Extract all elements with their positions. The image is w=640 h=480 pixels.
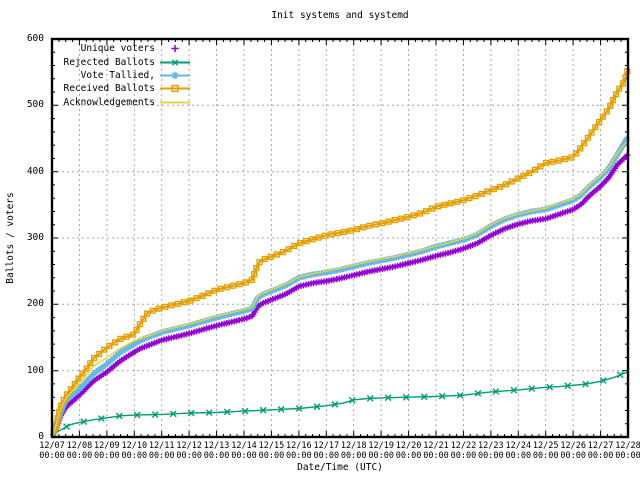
y-tick-label: 400 [26, 165, 44, 177]
none-marker-icon [160, 101, 190, 104]
y-tick-label: 500 [26, 99, 44, 111]
x-tick-label: 12/26 00:00 [560, 441, 586, 461]
y-tick-label: 600 [26, 33, 44, 44]
plot-border [50, 37, 630, 439]
x-tick-label: 12/25 00:00 [532, 441, 559, 461]
y-tick-label: 300 [26, 232, 44, 243]
legend-label: Received Ballots [63, 83, 155, 95]
x-tick-label: 12/21 00:00 [423, 441, 449, 461]
x-tick-label: 12/16 00:00 [286, 441, 312, 461]
series-line-4 [51, 140, 629, 438]
x-tick-label: 12/08 00:00 [66, 441, 93, 461]
x-tick-label: 12/20 00:00 [395, 441, 422, 461]
grid-lines [52, 39, 628, 437]
series-markers-0 [50, 152, 631, 438]
x-tick-label: 12/17 00:00 [313, 441, 340, 461]
x-tick-label: 12/27 00:00 [587, 441, 614, 461]
y-tick-label: 100 [26, 364, 44, 376]
x-tick-label: 12/28 00:00 [615, 441, 640, 461]
plus-marker-icon [171, 45, 179, 53]
legend-item-received-ballots: Received Ballots [52, 82, 192, 95]
x-tick-label: 12/23 00:00 [478, 441, 504, 461]
legend-label: Acknowledgements [63, 96, 155, 108]
legend-item-unique-voters: Unique voters [52, 42, 192, 55]
x-tick-label: 12/11 00:00 [148, 441, 175, 461]
legend-item-rejected-ballots: Rejected Ballots [52, 55, 192, 68]
square-marker-icon [160, 85, 190, 93]
chart-title: Init systems and systemd [271, 10, 409, 21]
x-tick-label: 12/09 00:00 [94, 441, 120, 461]
legend-item-vote-tallied: Vote Tallied, [52, 69, 192, 82]
legend-item-acknowledgements: Acknowledgements [52, 96, 192, 109]
x-tick-label: 12/22 00:00 [450, 441, 477, 461]
y-tick-label: 0 [38, 431, 44, 442]
x-tick-label: 12/24 00:00 [505, 441, 532, 461]
x-tick-label: 12/18 00:00 [340, 441, 367, 461]
series-line-3 [50, 68, 630, 438]
legend-label: Vote Tallied, [80, 69, 155, 81]
x-tick-label: 12/15 00:00 [258, 441, 285, 461]
legend-label: Rejected Ballots [63, 56, 155, 68]
asterisk-marker-icon [160, 71, 190, 80]
legend-label: Unique voters [80, 43, 155, 55]
series-line-1 [51, 371, 629, 438]
x-tick-label: 12/14 00:00 [231, 441, 257, 461]
legend: Unique voters Rejected Ballots Vote Tallie… [52, 42, 192, 109]
series-markers-2 [50, 136, 630, 438]
x-tick-label: 12/07 00:00 [39, 441, 65, 461]
x-axis-label: Date/Time (UTC) [297, 462, 383, 473]
series-line-2 [50, 135, 630, 438]
x-tick-label: 12/13 00:00 [203, 441, 230, 461]
x-tick-label: 12/19 00:00 [368, 441, 394, 461]
series-line-0 [50, 153, 630, 438]
series-markers-3 [50, 68, 631, 434]
x-tick-label: 12/10 00:00 [121, 441, 148, 461]
series-markers-1 [63, 371, 624, 430]
x-tick-label: 12/12 00:00 [176, 441, 202, 461]
cross-marker-icon [160, 58, 190, 66]
y-tick-label: 200 [26, 298, 44, 310]
